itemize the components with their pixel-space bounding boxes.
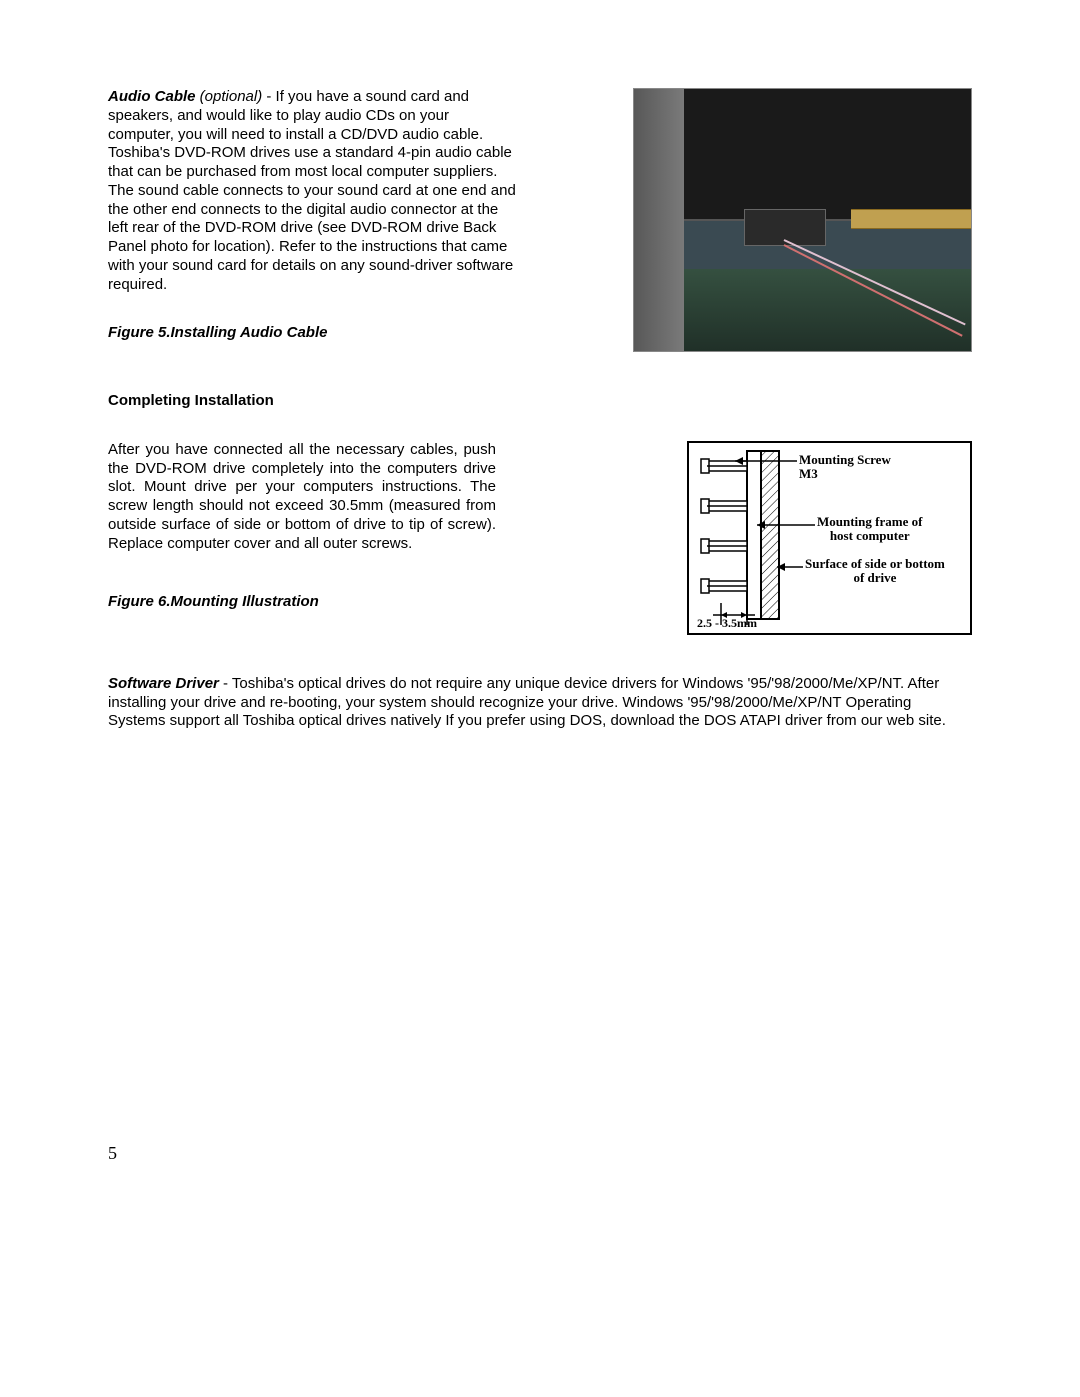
audio-cable-lead: Audio Cable (108, 88, 196, 105)
page-number: 5 (108, 1142, 117, 1165)
audio-cable-photo (633, 88, 972, 352)
diagram-label-screw: Mounting Screw M3 (799, 453, 891, 482)
completing-installation-heading: Completing Installation (108, 392, 972, 411)
document-page: Audio Cable (optional) - If you have a s… (0, 0, 1080, 1397)
completing-paragraph: After you have connected all the necessa… (108, 441, 496, 554)
diagram-label-surface: Surface of side or bottom of drive (805, 557, 945, 586)
audio-cable-body: - If you have a sound card and speakers,… (108, 88, 516, 293)
software-driver-body: - Toshiba's optical drives do not requir… (108, 675, 946, 730)
completing-installation-section: After you have connected all the necessa… (108, 441, 972, 635)
diagram-label-frame: Mounting frame of host computer (817, 515, 922, 544)
figure-5-caption: Figure 5.Installing Audio Cable (108, 324, 615, 343)
diagram-dimension: 2.5 - 3.5mm (697, 617, 757, 630)
audio-cable-section: Audio Cable (optional) - If you have a s… (108, 88, 972, 352)
audio-cable-text-column: Audio Cable (optional) - If you have a s… (108, 88, 615, 343)
audio-cable-qualifier: (optional) (196, 88, 263, 105)
mounting-diagram: Mounting Screw M3 Mounting frame of host… (687, 441, 972, 635)
completing-text-column: After you have connected all the necessa… (108, 441, 663, 612)
software-driver-lead: Software Driver (108, 675, 219, 692)
audio-cable-paragraph: Audio Cable (optional) - If you have a s… (108, 88, 518, 294)
figure-6-caption: Figure 6.Mounting Illustration (108, 593, 663, 612)
software-driver-paragraph: Software Driver - Toshiba's optical driv… (108, 675, 970, 731)
